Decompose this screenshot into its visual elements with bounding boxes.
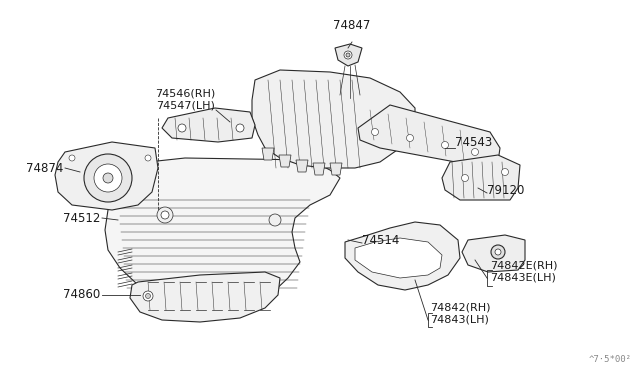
Circle shape [143,291,153,301]
Circle shape [461,174,468,182]
Circle shape [103,173,113,183]
Circle shape [502,169,509,176]
Text: 79120: 79120 [487,183,524,196]
Circle shape [495,249,501,255]
Polygon shape [162,108,255,142]
Text: ^7·5*00²: ^7·5*00² [589,355,632,364]
Text: 74547(LH): 74547(LH) [156,100,215,110]
Text: 74543: 74543 [455,135,492,148]
Circle shape [84,154,132,202]
Text: 74514: 74514 [362,234,399,247]
Circle shape [269,214,281,226]
Polygon shape [296,160,308,172]
Circle shape [178,124,186,132]
Polygon shape [358,105,500,168]
Circle shape [346,53,350,57]
Polygon shape [252,70,415,168]
Circle shape [442,141,449,148]
Polygon shape [345,222,460,290]
Polygon shape [335,44,362,66]
Text: 74860: 74860 [63,289,100,301]
Polygon shape [130,272,280,322]
Polygon shape [462,235,525,272]
Polygon shape [279,155,291,167]
Polygon shape [105,158,340,312]
Circle shape [491,245,505,259]
Circle shape [161,211,169,219]
Circle shape [371,128,378,135]
Text: 74843(LH): 74843(LH) [430,315,489,325]
Polygon shape [442,155,520,200]
Text: 74847: 74847 [333,19,371,32]
Circle shape [472,148,479,155]
Circle shape [145,294,150,298]
Circle shape [157,207,173,223]
Text: 74843E(LH): 74843E(LH) [490,272,556,282]
Text: 74546(RH): 74546(RH) [155,88,215,98]
Circle shape [145,155,151,161]
Text: 74512: 74512 [63,212,100,224]
Circle shape [236,124,244,132]
Polygon shape [355,238,442,278]
Polygon shape [313,163,325,175]
Polygon shape [330,163,342,175]
Text: 74874: 74874 [26,161,63,174]
Text: 74842(RH): 74842(RH) [430,303,490,313]
Circle shape [94,164,122,192]
Polygon shape [55,142,158,210]
Text: 74842E(RH): 74842E(RH) [490,260,557,270]
Circle shape [69,155,75,161]
Circle shape [406,135,413,141]
Circle shape [344,51,352,59]
Polygon shape [262,148,274,160]
